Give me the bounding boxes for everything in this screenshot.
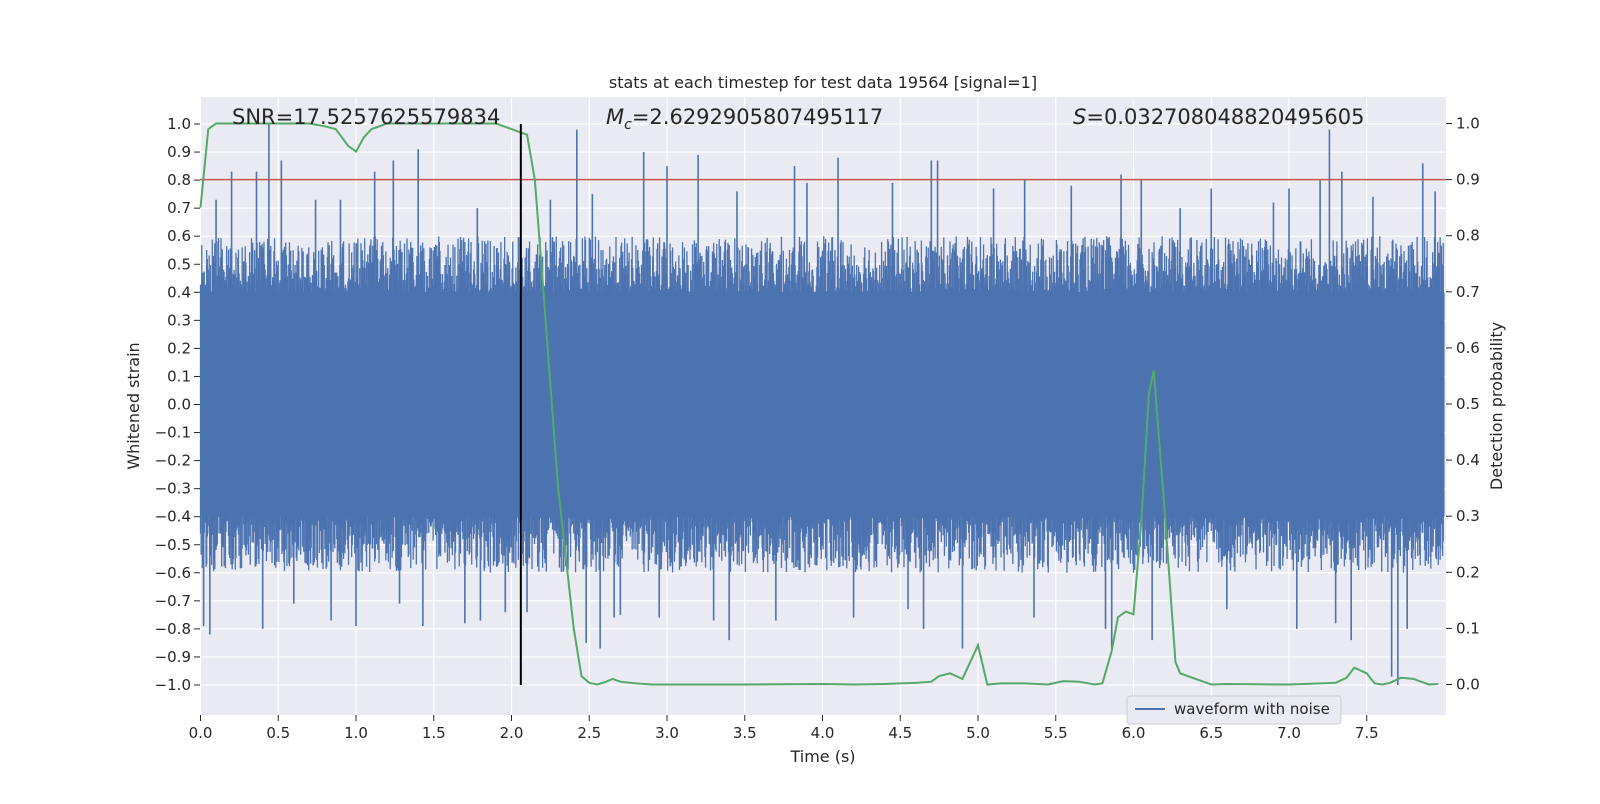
legend-box	[1126, 695, 1342, 725]
x-tick-label: 4.5	[888, 724, 912, 742]
left-y-tick-label: 0.7	[167, 199, 191, 217]
x-tick-label: 6.5	[1199, 724, 1223, 742]
left-y-tick-label: −0.9	[155, 648, 191, 666]
right-y-tick-label: 1.0	[1456, 115, 1480, 133]
x-tick-label: 5.5	[1044, 724, 1068, 742]
s-value: =0.032708048820495605	[1086, 105, 1364, 129]
chart-title: stats at each timestep for test data 195…	[609, 73, 1037, 92]
right-y-tick-label: 0.8	[1456, 227, 1480, 245]
x-tick-label: 1.0	[344, 724, 368, 742]
right-y-tick-label: 0.4	[1456, 451, 1480, 469]
left-y-tick-label: 0.2	[167, 339, 191, 357]
waveform-core-band	[200, 292, 1445, 517]
right-y-tick-label: 0.6	[1456, 339, 1480, 357]
detection-probability-line	[199, 122, 1439, 686]
left-y-tick-label: −0.3	[155, 480, 191, 498]
x-tick-label: 1.5	[422, 724, 446, 742]
chirp-mass-annotation: Mc=2.6292905807495117	[606, 105, 883, 133]
left-y-tick-label: 1.0	[167, 115, 191, 133]
left-y-tick-label: 0.9	[167, 143, 191, 161]
left-y-tick-label: 0.6	[167, 227, 191, 245]
chirp-mass-subscript: c	[624, 117, 632, 133]
chirp-mass-symbol: M	[606, 105, 624, 129]
x-tick-label: 6.0	[1122, 724, 1146, 742]
x-tick-label: 3.5	[733, 724, 757, 742]
left-y-tick-label: 0.1	[167, 367, 191, 385]
left-y-axis-ticks: 1.0 0.9 0.8 0.7 0.6 0.5 0.4 0.3 0.2 0.1 0.0 −0.1 −0.…	[155, 115, 200, 694]
right-y-tick-label: 0.3	[1456, 507, 1480, 525]
x-tick-label: 0.5	[266, 724, 290, 742]
right-y-tick-label: 0.0	[1456, 676, 1480, 694]
right-y-tick-label: 0.5	[1456, 395, 1480, 413]
x-axis-title: Time (s)	[789, 747, 855, 766]
x-axis-ticks: 0.0 0.5 1.0 1.5 2.0 2.5 3.0 3.5 4.0 4.5 5.0 5.5 6.0 6…	[189, 715, 1379, 742]
s-annotation: S=0.032708048820495605	[1073, 105, 1364, 129]
x-tick-label: 7.5	[1355, 724, 1379, 742]
waveform-series	[199, 124, 1445, 685]
s-symbol: S	[1073, 105, 1086, 129]
x-tick-label: 7.0	[1277, 724, 1301, 742]
left-y-tick-label: −0.2	[155, 452, 191, 470]
chirp-mass-value: =2.6292905807495117	[632, 105, 883, 129]
left-y-tick-label: 0.3	[167, 311, 191, 329]
snr-annotation: SNR=17.5257625579834	[232, 105, 500, 129]
left-y-axis-title: Whitened strain	[124, 342, 143, 469]
x-tick-label: 2.5	[577, 724, 601, 742]
right-y-tick-label: 0.1	[1456, 619, 1480, 637]
x-tick-label: 4.0	[811, 724, 835, 742]
legend-label: waveform with noise	[1174, 700, 1330, 718]
x-tick-label: 0.0	[189, 724, 213, 742]
left-y-tick-label: 0.8	[167, 171, 191, 189]
right-y-tick-label: 0.2	[1456, 563, 1480, 581]
left-y-tick-label: −0.1	[155, 424, 191, 442]
left-y-tick-label: −1.0	[155, 676, 191, 694]
right-y-tick-label: 0.7	[1456, 283, 1480, 301]
left-y-tick-label: 0.5	[167, 255, 191, 273]
left-y-tick-label: −0.4	[155, 508, 191, 526]
x-tick-label: 3.0	[655, 724, 679, 742]
left-y-tick-label: −0.6	[155, 564, 191, 582]
left-y-tick-label: 0.4	[167, 283, 191, 301]
right-y-tick-label: 0.9	[1456, 171, 1480, 189]
left-y-tick-label: −0.5	[155, 536, 191, 554]
left-y-tick-label: −0.7	[155, 592, 191, 610]
legend: waveform with noise	[1126, 695, 1342, 725]
x-tick-label: 5.0	[966, 724, 990, 742]
right-y-axis-title: Detection probability	[1487, 322, 1506, 490]
x-tick-label: 2.0	[500, 724, 524, 742]
left-y-tick-label: −0.8	[155, 620, 191, 638]
left-y-tick-label: 0.0	[167, 396, 191, 414]
right-y-axis-ticks: 1.0 0.9 0.8 0.7 0.6 0.5 0.4 0.3 0.2 0.1 0.0	[1446, 115, 1480, 694]
